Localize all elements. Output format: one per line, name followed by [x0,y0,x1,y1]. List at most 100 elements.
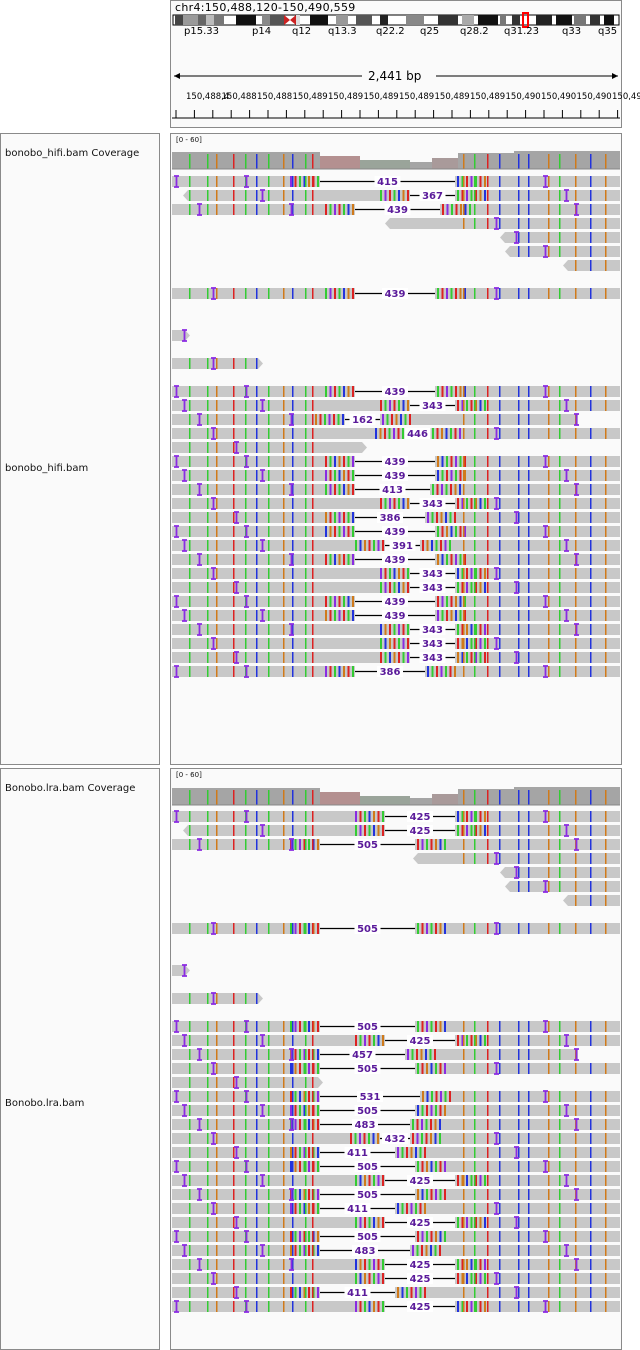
mismatch [548,176,550,187]
deletion-size-label: 343 [422,401,443,412]
read-segment [420,1091,620,1102]
mismatch [312,1259,314,1270]
read-segment [455,568,620,579]
insertion-marker [174,1300,179,1313]
mismatch [461,498,464,509]
mismatch [368,540,371,551]
read-segment [435,610,620,621]
mismatch [283,414,285,425]
mismatch [466,498,468,509]
coverage-track-label[interactable]: Bonobo.lra.bam Coverage [5,783,136,794]
mismatch [528,1091,530,1102]
mismatch [559,825,561,836]
insertion-marker [494,427,499,440]
mismatch [268,484,270,495]
mismatch [548,512,550,523]
mismatch [605,470,607,481]
mismatch [329,204,332,215]
mismatch [216,638,218,649]
mismatch [207,1231,209,1242]
mismatch [444,1231,446,1242]
mismatch [292,1245,294,1256]
mismatch [359,825,362,836]
mismatch [605,652,607,663]
coverage-snp [487,154,489,169]
read-segment [435,456,620,467]
mismatch [464,610,466,621]
mismatch [499,825,501,836]
insertion-marker [197,483,202,496]
mismatch [312,554,314,565]
mismatch [389,624,391,635]
chromosome-ideogram[interactable] [0,0,640,40]
insertion-marker [244,385,249,398]
mismatch [441,596,444,607]
mismatch [528,610,530,621]
read-segment [415,1161,620,1172]
mismatch [305,610,307,621]
deletion-size-label: 415 [377,177,398,188]
mismatch [268,923,270,934]
mismatch [499,568,501,579]
mismatch [425,1133,428,1144]
insertion-marker [234,1146,239,1159]
mismatch [605,554,607,565]
mismatch [605,526,607,537]
mismatch [382,540,384,551]
mismatch [207,456,209,467]
mismatch [292,652,294,663]
mismatch [216,923,218,934]
mismatch [373,1217,375,1228]
mismatch [305,596,307,607]
insertion-marker [494,1132,499,1145]
mismatch [435,1091,438,1102]
mismatch [463,1161,465,1172]
mismatch [189,358,191,369]
mismatch [329,512,332,523]
mismatch [233,582,235,593]
ruler[interactable] [0,0,640,130]
mismatch [317,839,319,850]
mismatch [292,204,294,215]
mismatch [189,993,191,1004]
mismatch [283,610,285,621]
mismatch [487,470,489,481]
mismatch [410,1203,413,1214]
coverage-bar [514,151,620,169]
mismatch [434,1119,437,1130]
mismatch [401,1203,404,1214]
mismatch [308,1049,310,1060]
alignment-track-label[interactable]: bonobo_hifi.bam [5,463,89,474]
mismatch [415,1287,417,1298]
mismatch [475,1273,477,1284]
mismatch [312,1133,314,1144]
mismatch [416,1133,419,1144]
mismatch [590,1147,592,1158]
mismatch [559,1287,561,1298]
mismatch [233,1105,235,1116]
mismatch [559,1203,561,1214]
mismatch [461,624,464,635]
mismatch [380,498,382,509]
read-segment [415,1231,620,1242]
mismatch [528,624,530,635]
mismatch [393,624,396,635]
insertion-marker [244,665,249,678]
mismatch [189,288,191,299]
coverage-track-label[interactable]: bonobo_hifi.bam Coverage [5,148,140,159]
alignment-track-label[interactable]: Bonobo.lra.bam [5,1098,85,1109]
mismatch [528,1021,530,1032]
mismatch [283,1301,285,1312]
mismatch [292,456,294,467]
cytoband [604,15,614,25]
insertion-marker [260,609,265,622]
mismatch [440,512,443,523]
mismatch [518,1105,520,1116]
mismatch [347,204,350,215]
mismatch [245,358,247,369]
mismatch [548,923,550,934]
mismatch [575,232,577,243]
coverage-bar [320,156,360,169]
